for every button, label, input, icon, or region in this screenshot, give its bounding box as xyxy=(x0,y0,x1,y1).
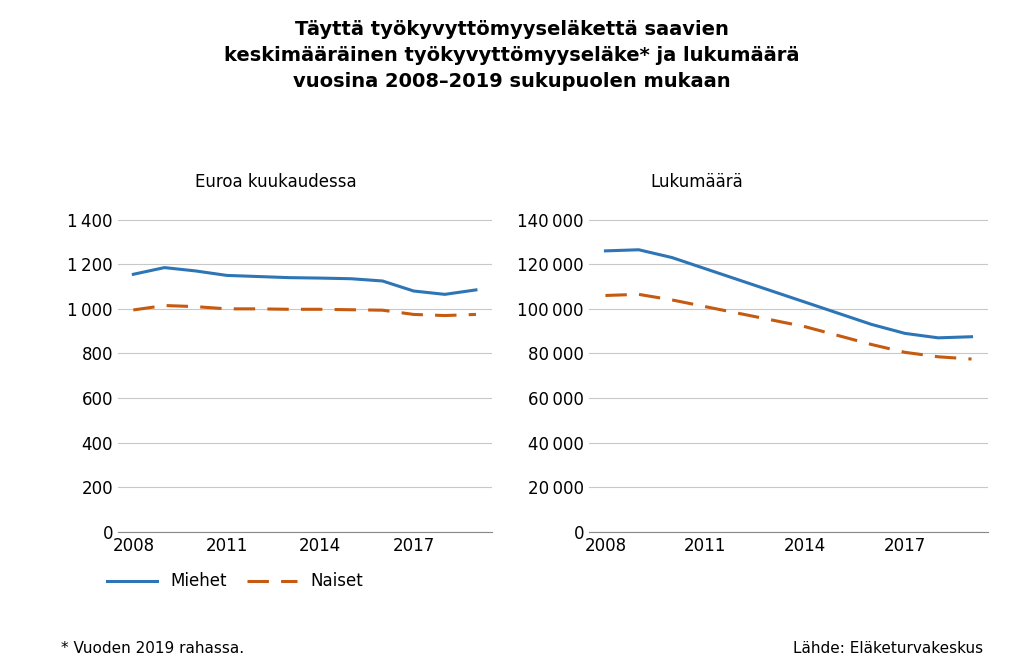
Text: * Vuoden 2019 rahassa.: * Vuoden 2019 rahassa. xyxy=(61,641,245,656)
Text: Lähde: Eläketurvakeskus: Lähde: Eläketurvakeskus xyxy=(793,641,983,656)
Legend: Miehet, Naiset: Miehet, Naiset xyxy=(100,566,370,597)
Text: Lukumäärä: Lukumäärä xyxy=(650,173,743,191)
Text: Euroa kuukaudessa: Euroa kuukaudessa xyxy=(195,173,356,191)
Text: Täyttä työkyvyttömyyseläkettä saavien
keskimääräinen työkyvyttömyyseläke* ja luk: Täyttä työkyvyttömyyseläkettä saavien ke… xyxy=(224,20,800,90)
